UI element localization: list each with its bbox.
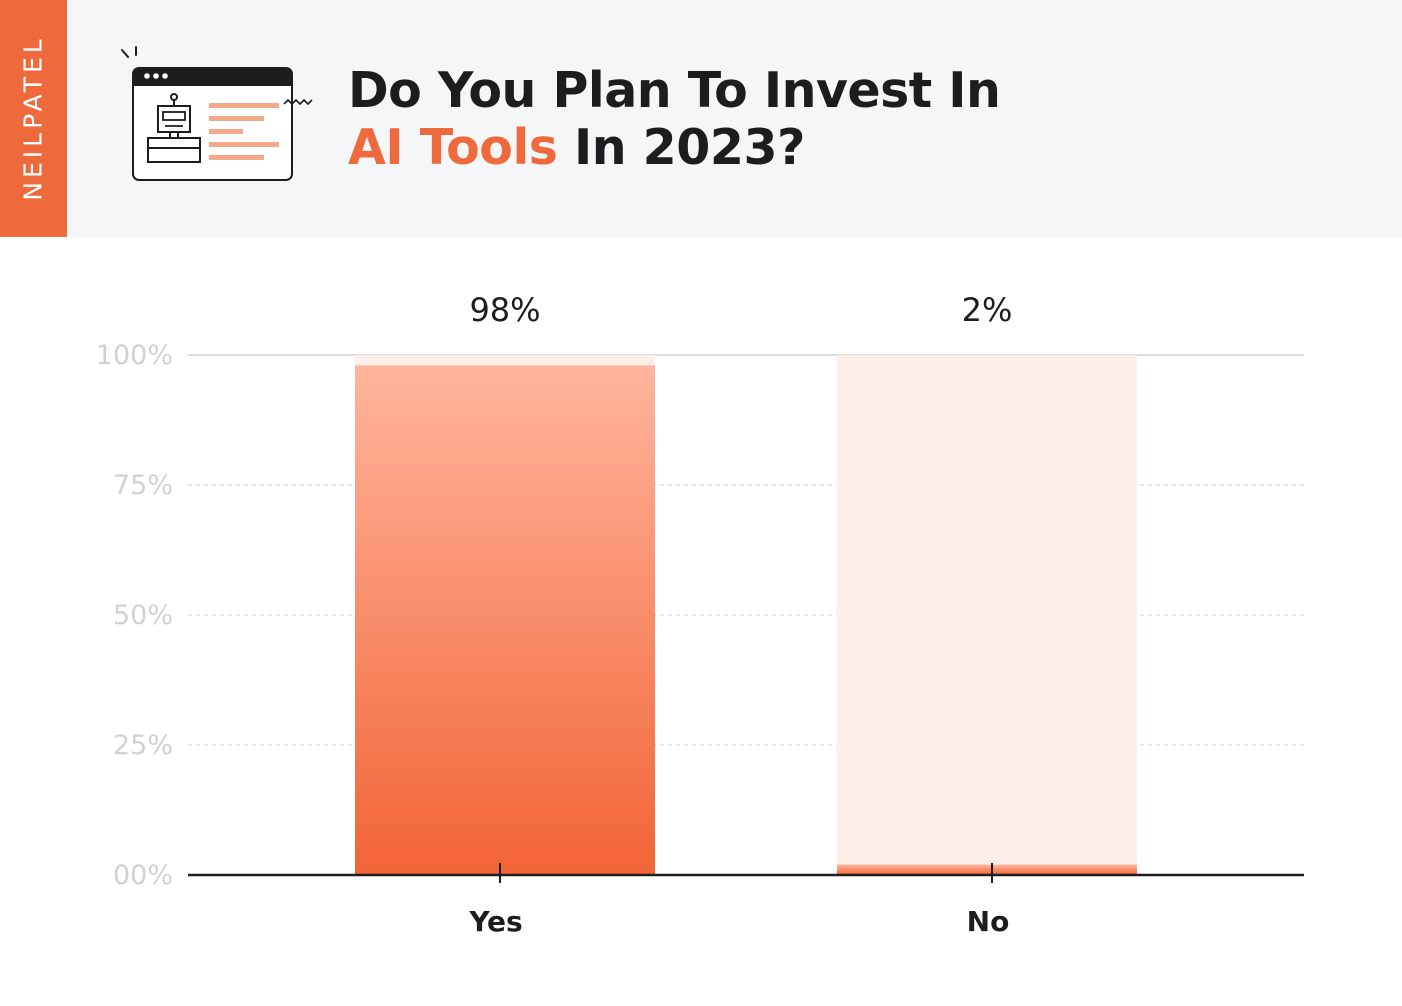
title-rest: In 2023? xyxy=(557,119,805,176)
bar-chart: 00% 25% 50% 75% 100% 98% Yes 2% No xyxy=(96,291,1304,938)
y-tick-label: 00% xyxy=(113,860,173,891)
bar-no xyxy=(837,864,1137,875)
brand-strip: NEILPATEL xyxy=(0,0,67,237)
x-tick-label-no: No xyxy=(967,905,1010,938)
browser-robot-icon xyxy=(121,46,313,181)
title-line-2: AI Tools In 2023? xyxy=(348,119,1000,176)
brand-logo: NEILPATEL xyxy=(18,35,48,201)
bar-track xyxy=(837,355,1137,875)
title-accent: AI Tools xyxy=(348,119,558,176)
title-line-1: Do You Plan To Invest In xyxy=(348,62,1001,119)
header: NEILPATEL Do You Plan To Invest In AI To… xyxy=(0,0,1402,237)
y-tick-label: 25% xyxy=(113,730,173,761)
bar-yes xyxy=(355,365,655,875)
y-tick-label: 100% xyxy=(96,340,173,371)
x-tick-label-yes: Yes xyxy=(468,905,522,938)
page-title: Do You Plan To Invest In AI Tools In 202… xyxy=(348,62,1001,176)
data-label-no: 2% xyxy=(962,291,1013,329)
data-label-yes: 98% xyxy=(469,291,540,329)
y-tick-label: 75% xyxy=(113,470,173,501)
y-tick-label: 50% xyxy=(113,600,173,631)
